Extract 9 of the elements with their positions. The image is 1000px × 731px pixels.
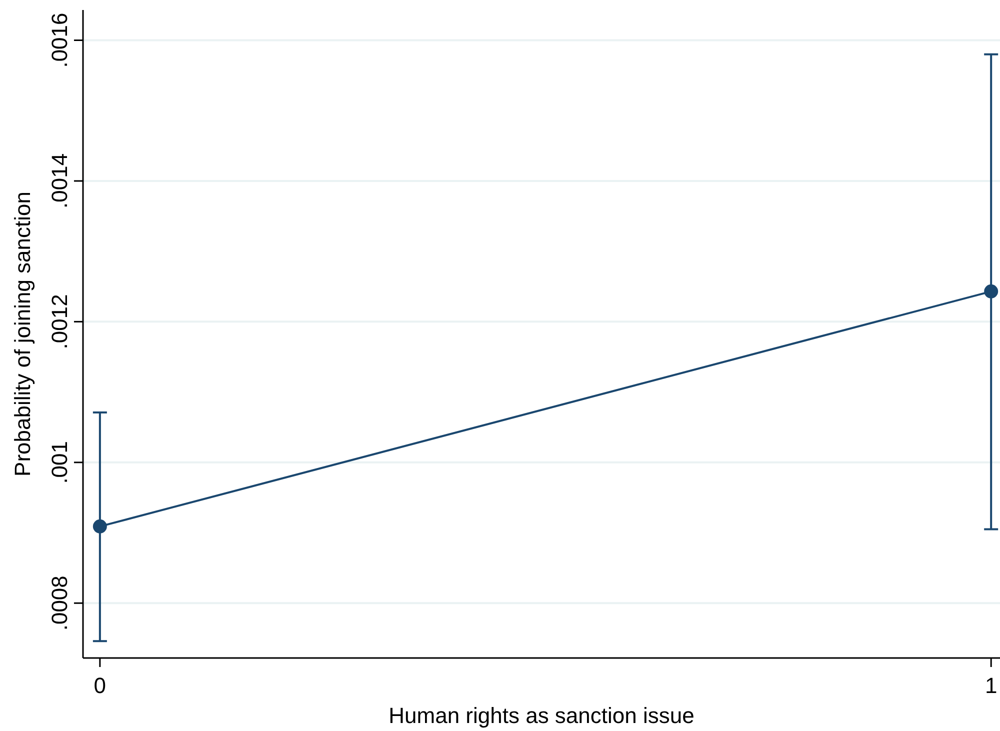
y-tick-label: .0016: [47, 12, 72, 68]
y-tick-label: .0014: [47, 153, 72, 208]
y-tick-label: .0008: [47, 576, 72, 631]
x-axis-title: Human rights as sanction issue: [388, 703, 694, 728]
y-tick-label: .001: [47, 440, 72, 484]
x-tick-label: 0: [94, 673, 106, 698]
y-axis-title: Probability of joining sanction: [10, 192, 35, 476]
x-tick-label: 1: [984, 673, 998, 698]
y-tick-label: .0012: [47, 294, 72, 350]
